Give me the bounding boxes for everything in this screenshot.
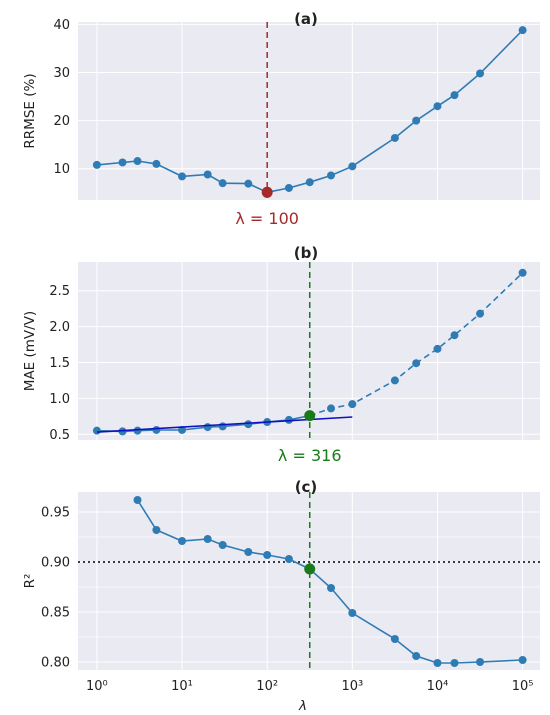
data-point xyxy=(518,656,527,664)
data-point xyxy=(327,404,336,413)
data-point xyxy=(348,609,357,617)
y-tick-label: 1.0 xyxy=(49,392,70,407)
data-point xyxy=(92,426,101,435)
optimal-point xyxy=(304,410,316,422)
x-tick-label: 10⁵ xyxy=(512,679,534,694)
data-point xyxy=(450,659,459,667)
lambda-annotation: λ = 100 xyxy=(235,209,299,228)
y-tick-label: 0.90 xyxy=(41,556,70,571)
y-tick-label: 0.85 xyxy=(41,606,70,621)
y-tick-label: 1.5 xyxy=(49,356,70,371)
data-point xyxy=(450,91,459,100)
data-point xyxy=(133,157,142,166)
data-point xyxy=(476,658,485,666)
y-axis-label: R² xyxy=(22,574,38,589)
x-axis-label: λ xyxy=(298,698,307,714)
data-point xyxy=(518,26,527,35)
y-tick-label: 2.5 xyxy=(49,284,70,299)
data-point xyxy=(218,179,227,188)
data-point xyxy=(412,116,421,125)
data-point xyxy=(244,420,253,429)
data-point xyxy=(203,423,212,432)
data-point xyxy=(152,526,161,534)
data-point xyxy=(305,178,314,187)
data-point xyxy=(327,171,336,180)
data-point xyxy=(152,425,161,434)
data-point xyxy=(284,183,293,192)
data-point xyxy=(433,102,442,111)
y-axis-label: RRMSE (%) xyxy=(22,73,38,148)
data-point xyxy=(203,535,212,543)
panel-a: 10 20 30 40 (a) RRMSE (%) λ = 100 xyxy=(22,10,540,228)
data-point xyxy=(450,331,459,340)
panel-title: (a) xyxy=(294,10,318,28)
data-point xyxy=(390,376,399,385)
data-point xyxy=(476,309,485,318)
data-point xyxy=(244,179,253,188)
data-point xyxy=(476,69,485,78)
y-tick-label: 2.0 xyxy=(49,320,70,335)
optimal-point xyxy=(304,563,316,575)
y-tick-label: 20 xyxy=(53,114,70,129)
panel-b: 0.5 1.0 1.5 2.0 2.5 (b) MAE (mV/V) λ = 316 xyxy=(22,244,540,465)
x-tick-label: 10⁴ xyxy=(427,679,449,694)
x-tick-label: 10² xyxy=(256,679,278,694)
data-point xyxy=(203,170,212,179)
data-point xyxy=(92,160,101,169)
data-point xyxy=(218,422,227,431)
data-point xyxy=(118,427,127,436)
panel-title: (c) xyxy=(295,478,318,496)
y-axis-label: MAE (mV/V) xyxy=(22,311,38,391)
data-point xyxy=(390,133,399,142)
plot-area xyxy=(78,492,540,670)
data-point xyxy=(348,162,357,171)
y-tick-label: 10 xyxy=(53,162,70,177)
y-tick-label: 0.95 xyxy=(41,506,70,521)
x-tick-label: 10¹ xyxy=(171,679,193,694)
data-point xyxy=(518,268,527,277)
data-point xyxy=(284,415,293,424)
data-point xyxy=(178,537,187,545)
x-tick-label: 10³ xyxy=(341,679,363,694)
lambda-annotation: λ = 316 xyxy=(278,446,342,465)
panel-c: 0.80 0.85 0.90 0.95 10⁰ 10¹ 10² 10³ 10⁴ 10⁵ (c) R² λ xyxy=(22,478,540,714)
data-point xyxy=(390,635,399,643)
y-tick-label: 0.80 xyxy=(41,656,70,671)
data-point xyxy=(218,541,227,549)
optimal-point xyxy=(261,186,273,198)
data-point xyxy=(433,659,442,667)
data-point xyxy=(433,344,442,353)
data-point xyxy=(152,159,161,168)
data-point xyxy=(412,652,421,660)
x-tick-label: 10⁰ xyxy=(86,679,108,694)
data-point xyxy=(263,551,272,559)
data-point xyxy=(118,158,127,167)
data-point xyxy=(133,496,142,504)
panel-title: (b) xyxy=(294,244,318,262)
plot-area xyxy=(78,22,540,200)
y-tick-label: 0.5 xyxy=(49,428,70,443)
data-point xyxy=(348,400,357,409)
data-point xyxy=(244,548,253,556)
y-tick-label: 40 xyxy=(53,18,70,33)
data-point xyxy=(284,555,293,563)
data-point xyxy=(178,172,187,181)
data-point xyxy=(327,584,336,592)
data-point xyxy=(133,426,142,435)
y-tick-label: 30 xyxy=(53,66,70,81)
data-point xyxy=(412,359,421,368)
